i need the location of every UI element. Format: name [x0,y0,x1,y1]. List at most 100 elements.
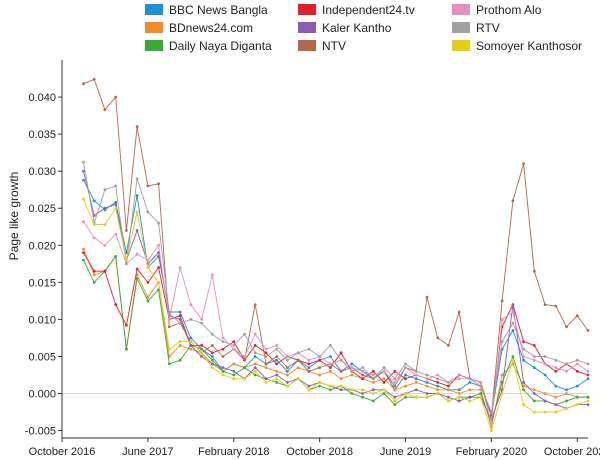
data-point [210,344,214,347]
data-point [532,358,536,362]
data-point [457,399,461,403]
y-axis-title: Page like growth [7,172,21,261]
data-point [82,220,85,224]
y-tick-label: 0.040 [28,92,56,104]
data-point [275,347,279,351]
data-point [393,399,397,403]
series-rtv [82,160,590,414]
data-point [82,258,85,262]
data-point [511,329,515,332]
series-line-bbc-news-bangla [83,179,589,417]
legend-item-daily-naya-diganta: Daily Naya Diganta [145,39,272,53]
data-point [264,362,268,366]
data-point [135,229,139,232]
data-point [543,362,547,366]
data-point [253,355,257,358]
data-point [264,366,268,369]
data-point [82,247,85,251]
legend-swatch [298,22,316,33]
x-tick-label: October 2018 [286,446,353,458]
data-point [329,344,332,347]
data-point [522,340,525,343]
data-point [232,377,236,381]
data-point [253,303,257,306]
data-point [339,377,343,381]
legend-label: NTV [322,39,346,53]
data-point [286,369,289,373]
data-point [318,355,321,358]
data-point [350,362,354,366]
data-point [414,377,418,381]
data-point [200,351,204,355]
data-point [125,229,128,232]
data-point [135,210,139,214]
data-point [243,355,246,358]
series-somoyer-kanthosor [82,197,590,432]
data-point [286,384,289,388]
data-point [157,182,161,186]
data-point [468,377,472,381]
data-point [522,388,525,392]
data-point [425,395,429,399]
data-point [500,373,504,377]
data-point [135,194,139,198]
data-point [178,318,182,321]
data-point [189,318,193,321]
y-tick-label: 0.000 [28,389,56,401]
data-point [404,362,407,366]
data-point [500,299,504,303]
data-point [532,392,536,395]
data-point [382,388,386,392]
data-point [114,206,118,210]
legend-label: Kaler Kantho [322,21,392,35]
data-point [500,392,504,395]
data-point [167,318,171,321]
series-line-somoyer-kanthosor [83,199,589,432]
data-point [554,395,558,399]
series-line-prothom-alo [83,221,589,424]
data-point [543,399,547,403]
data-point [565,388,568,392]
data-point [253,351,257,355]
data-point [92,214,96,218]
data-point [382,369,386,373]
data-point [565,399,568,403]
data-point [264,377,268,381]
legend-label: BDnews24.com [169,21,253,35]
y-tick-label: 0.010 [28,314,56,326]
legend-item-bbc-news-bangla: BBC News Bangla [145,3,268,17]
data-point [522,381,525,384]
data-point [404,395,407,399]
data-point [189,344,193,347]
data-point [575,358,579,362]
series-independent24-tv [82,251,590,418]
data-point [318,384,321,388]
data-point [146,266,150,269]
legend-swatch [298,4,316,15]
data-point [479,381,483,384]
data-point [178,344,182,347]
data-point [350,366,354,369]
data-point [543,355,547,358]
data-point [307,358,311,362]
data-point [329,388,332,392]
data-point [393,369,397,373]
data-point [522,358,525,362]
data-point [479,388,483,392]
data-point [135,252,139,256]
data-point [221,369,225,373]
data-point [404,377,407,381]
data-point [425,392,429,395]
legend-item-rtv: RTV [452,21,500,35]
data-point [532,366,536,369]
data-point [468,388,472,392]
data-point [243,358,246,362]
data-point [350,373,354,377]
data-point [393,377,397,381]
data-point [82,169,85,173]
data-point [275,355,279,358]
data-point [275,373,279,377]
data-point [275,344,279,347]
data-point [436,336,440,340]
data-point [532,344,536,347]
